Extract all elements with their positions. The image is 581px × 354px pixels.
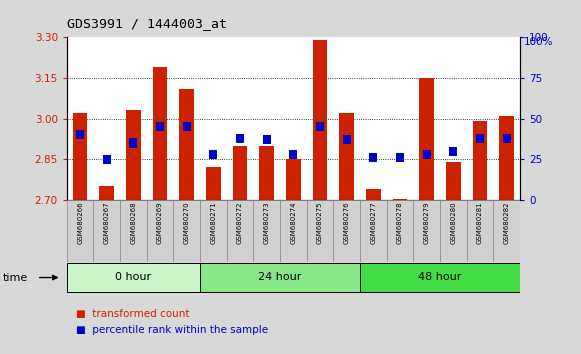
Text: 48 hour: 48 hour xyxy=(418,272,462,282)
Text: ■  percentile rank within the sample: ■ percentile rank within the sample xyxy=(76,325,268,335)
Bar xyxy=(76,130,84,139)
FancyBboxPatch shape xyxy=(280,200,307,262)
Text: 24 hour: 24 hour xyxy=(259,272,302,282)
Bar xyxy=(396,153,404,162)
Bar xyxy=(209,150,217,159)
Text: GSM680270: GSM680270 xyxy=(184,201,190,244)
Bar xyxy=(393,199,407,200)
Text: GSM680269: GSM680269 xyxy=(157,201,163,244)
Bar xyxy=(473,121,487,200)
Bar xyxy=(180,89,194,200)
FancyBboxPatch shape xyxy=(493,200,520,262)
Bar xyxy=(236,133,244,143)
Text: GSM680279: GSM680279 xyxy=(424,201,430,244)
Bar xyxy=(339,113,354,200)
Bar xyxy=(316,122,324,131)
Text: GDS3991 / 1444003_at: GDS3991 / 1444003_at xyxy=(67,17,227,30)
FancyBboxPatch shape xyxy=(253,200,280,262)
FancyBboxPatch shape xyxy=(67,200,94,262)
Bar xyxy=(499,116,514,200)
Bar xyxy=(153,67,167,200)
Text: GSM680277: GSM680277 xyxy=(370,201,376,244)
FancyBboxPatch shape xyxy=(174,200,200,262)
Bar xyxy=(263,135,271,144)
Bar xyxy=(130,138,138,148)
Text: GSM680268: GSM680268 xyxy=(131,201,137,244)
Text: 100%: 100% xyxy=(524,37,554,47)
Text: GSM680274: GSM680274 xyxy=(290,201,296,244)
Bar xyxy=(419,78,434,200)
Bar xyxy=(183,122,191,131)
Text: time: time xyxy=(3,273,28,282)
FancyBboxPatch shape xyxy=(200,200,227,262)
Bar xyxy=(343,135,351,144)
Text: GSM680276: GSM680276 xyxy=(344,201,350,244)
Bar xyxy=(233,146,248,200)
Bar xyxy=(313,40,328,200)
FancyBboxPatch shape xyxy=(413,200,440,262)
FancyBboxPatch shape xyxy=(200,263,360,292)
FancyBboxPatch shape xyxy=(67,263,200,292)
Bar xyxy=(156,122,164,131)
FancyBboxPatch shape xyxy=(440,200,467,262)
Bar xyxy=(289,150,297,159)
Bar xyxy=(206,167,221,200)
FancyBboxPatch shape xyxy=(147,200,174,262)
Bar xyxy=(446,162,461,200)
Text: GSM680278: GSM680278 xyxy=(397,201,403,244)
FancyBboxPatch shape xyxy=(387,200,413,262)
Bar xyxy=(366,189,381,200)
Bar xyxy=(259,146,274,200)
Text: GSM680275: GSM680275 xyxy=(317,201,323,244)
Text: GSM680272: GSM680272 xyxy=(237,201,243,244)
Text: GSM680267: GSM680267 xyxy=(104,201,110,244)
FancyBboxPatch shape xyxy=(120,200,147,262)
Text: GSM680281: GSM680281 xyxy=(477,201,483,244)
Text: GSM680271: GSM680271 xyxy=(210,201,217,244)
Bar xyxy=(103,155,111,164)
Text: GSM680266: GSM680266 xyxy=(77,201,83,244)
Bar xyxy=(476,133,484,143)
Bar xyxy=(449,147,457,156)
Bar xyxy=(286,159,301,200)
FancyBboxPatch shape xyxy=(333,200,360,262)
FancyBboxPatch shape xyxy=(94,200,120,262)
Bar xyxy=(370,153,378,162)
FancyBboxPatch shape xyxy=(360,200,387,262)
FancyBboxPatch shape xyxy=(227,200,253,262)
Bar xyxy=(503,133,511,143)
Bar xyxy=(73,113,88,200)
Bar xyxy=(126,110,141,200)
Bar xyxy=(422,150,431,159)
FancyBboxPatch shape xyxy=(467,200,493,262)
Text: GSM680273: GSM680273 xyxy=(264,201,270,244)
Text: ■  transformed count: ■ transformed count xyxy=(76,309,189,319)
Text: 0 hour: 0 hour xyxy=(116,272,152,282)
FancyBboxPatch shape xyxy=(360,263,520,292)
FancyBboxPatch shape xyxy=(307,200,333,262)
Bar xyxy=(99,187,114,200)
Text: GSM680280: GSM680280 xyxy=(450,201,456,244)
Text: GSM680282: GSM680282 xyxy=(504,201,510,244)
